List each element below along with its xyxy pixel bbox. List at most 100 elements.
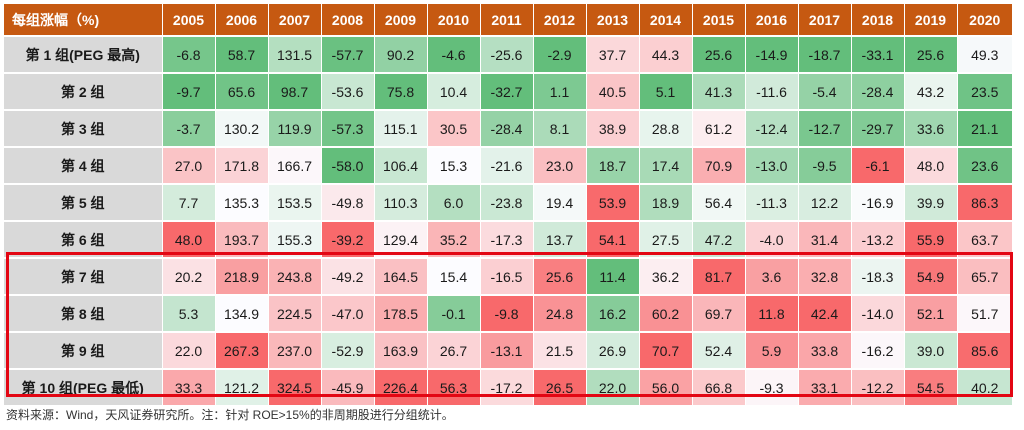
value-cell: 58.7 <box>214 36 268 73</box>
value-cell: -3.7 <box>161 110 215 147</box>
value-cell: 54.9 <box>903 258 957 295</box>
value-cell: -16.2 <box>850 332 904 369</box>
year-header-2020: 2020 <box>956 4 1012 36</box>
value-cell: 33.3 <box>161 369 215 405</box>
value-cell: -17.2 <box>479 369 533 405</box>
row-label: 第 4 组 <box>4 147 162 184</box>
table-row: 第 2 组 -9.7 65.6 98.7 -53.6 75.8 10.4 -32.7 1.1 40… <box>4 73 1012 110</box>
value-cell: 218.9 <box>214 258 268 295</box>
year-header-2006: 2006 <box>214 4 268 36</box>
value-cell: 25.6 <box>691 36 745 73</box>
row-label: 第 2 组 <box>4 73 162 110</box>
value-cell: 18.9 <box>638 184 692 221</box>
value-cell: 135.3 <box>214 184 268 221</box>
value-cell: 11.4 <box>585 258 639 295</box>
value-cell: 98.7 <box>267 73 321 110</box>
value-cell: -9.8 <box>479 295 533 332</box>
value-cell: 48.0 <box>903 147 957 184</box>
value-cell: 237.0 <box>267 332 321 369</box>
value-cell: -13.2 <box>850 221 904 258</box>
value-cell: 129.4 <box>373 221 427 258</box>
value-cell: 56.0 <box>638 369 692 405</box>
year-header-2009: 2009 <box>373 4 427 36</box>
value-cell: 66.8 <box>691 369 745 405</box>
value-cell: 13.7 <box>532 221 586 258</box>
value-cell: 38.9 <box>585 110 639 147</box>
value-cell: 40.5 <box>585 73 639 110</box>
table-row: 第 6 组 48.0 193.7 155.3 -39.2 129.4 35.2 -17.3 13… <box>4 221 1012 258</box>
value-cell: 5.3 <box>161 295 215 332</box>
value-cell: 48.0 <box>161 221 215 258</box>
value-cell: 12.2 <box>797 184 851 221</box>
row-label: 第 3 组 <box>4 110 162 147</box>
value-cell: -9.5 <box>797 147 851 184</box>
value-cell: 164.5 <box>373 258 427 295</box>
value-cell: -39.2 <box>320 221 374 258</box>
value-cell: -18.3 <box>850 258 904 295</box>
value-cell: 15.3 <box>426 147 480 184</box>
row-label: 第 9 组 <box>4 332 162 369</box>
value-cell: 33.8 <box>797 332 851 369</box>
table-row: 第 8 组 5.3 134.9 224.5 -47.0 178.5 -0.1 -9.8 24.8… <box>4 295 1012 332</box>
value-cell: 54.1 <box>585 221 639 258</box>
value-cell: -58.0 <box>320 147 374 184</box>
value-cell: -57.7 <box>320 36 374 73</box>
value-cell: 224.5 <box>267 295 321 332</box>
value-cell: -25.6 <box>479 36 533 73</box>
value-cell: -4.0 <box>744 221 798 258</box>
value-cell: -32.7 <box>479 73 533 110</box>
value-cell: 36.2 <box>638 258 692 295</box>
year-header-2017: 2017 <box>797 4 851 36</box>
value-cell: -14.0 <box>850 295 904 332</box>
value-cell: 22.0 <box>585 369 639 405</box>
value-cell: -29.7 <box>850 110 904 147</box>
table-row: 第 3 组 -3.7 130.2 119.9 -57.3 115.1 30.5 -28.4 8.… <box>4 110 1012 147</box>
source-note: 资料来源：Wind，天风证券研究所。注：针对 ROE>15%的非周期股进行分组统… <box>6 408 454 422</box>
value-cell: 6.0 <box>426 184 480 221</box>
value-cell: -23.8 <box>479 184 533 221</box>
table-row: 第 7 组 20.2 218.9 243.8 -49.2 164.5 15.4 -16.5 25… <box>4 258 1012 295</box>
value-cell: 35.2 <box>426 221 480 258</box>
table-row: 第 1 组(PEG 最高) -6.8 58.7 131.5 -57.7 90.2 -4.6-… <box>4 36 1012 73</box>
row-label: 第 10 组(PEG 最低) <box>4 369 162 405</box>
value-cell: 178.5 <box>373 295 427 332</box>
value-cell: 75.8 <box>373 73 427 110</box>
value-cell: 33.6 <box>903 110 957 147</box>
value-cell: 121.2 <box>214 369 268 405</box>
row-label: 第 7 组 <box>4 258 162 295</box>
value-cell: 193.7 <box>214 221 268 258</box>
value-cell: -12.2 <box>850 369 904 405</box>
value-cell: 51.7 <box>956 295 1012 332</box>
value-cell: -16.5 <box>479 258 533 295</box>
value-cell: 171.8 <box>214 147 268 184</box>
value-cell: 119.9 <box>267 110 321 147</box>
value-cell: 42.4 <box>797 295 851 332</box>
value-cell: -13.0 <box>744 147 798 184</box>
year-header-2015: 2015 <box>691 4 745 36</box>
value-cell: 20.2 <box>161 258 215 295</box>
value-cell: -16.9 <box>850 184 904 221</box>
value-cell: -12.4 <box>744 110 798 147</box>
value-cell: 55.9 <box>903 221 957 258</box>
value-cell: -53.6 <box>320 73 374 110</box>
value-cell: 63.7 <box>956 221 1012 258</box>
value-cell: 131.5 <box>267 36 321 73</box>
value-cell: -2.9 <box>532 36 586 73</box>
value-cell: -28.4 <box>479 110 533 147</box>
value-cell: 27.5 <box>638 221 692 258</box>
value-cell: 81.7 <box>691 258 745 295</box>
value-cell: 70.9 <box>691 147 745 184</box>
value-cell: -18.7 <box>797 36 851 73</box>
value-cell: -4.6 <box>426 36 480 73</box>
corner-label: 每组涨幅（%) <box>4 4 162 36</box>
row-label: 第 5 组 <box>4 184 162 221</box>
value-cell: 8.1 <box>532 110 586 147</box>
value-cell: 16.2 <box>585 295 639 332</box>
table-row: 第 10 组(PEG 最低) 33.3 121.2 324.5 -45.9 226.4 56… <box>4 369 1012 405</box>
value-cell: 7.7 <box>161 184 215 221</box>
value-cell: 33.1 <box>797 369 851 405</box>
value-cell: 47.2 <box>691 221 745 258</box>
value-cell: 324.5 <box>267 369 321 405</box>
year-header-2008: 2008 <box>320 4 374 36</box>
header-row: 每组涨幅（%) 2005 2006 2007 2008 2009 2010 2011 2012… <box>4 4 1012 36</box>
